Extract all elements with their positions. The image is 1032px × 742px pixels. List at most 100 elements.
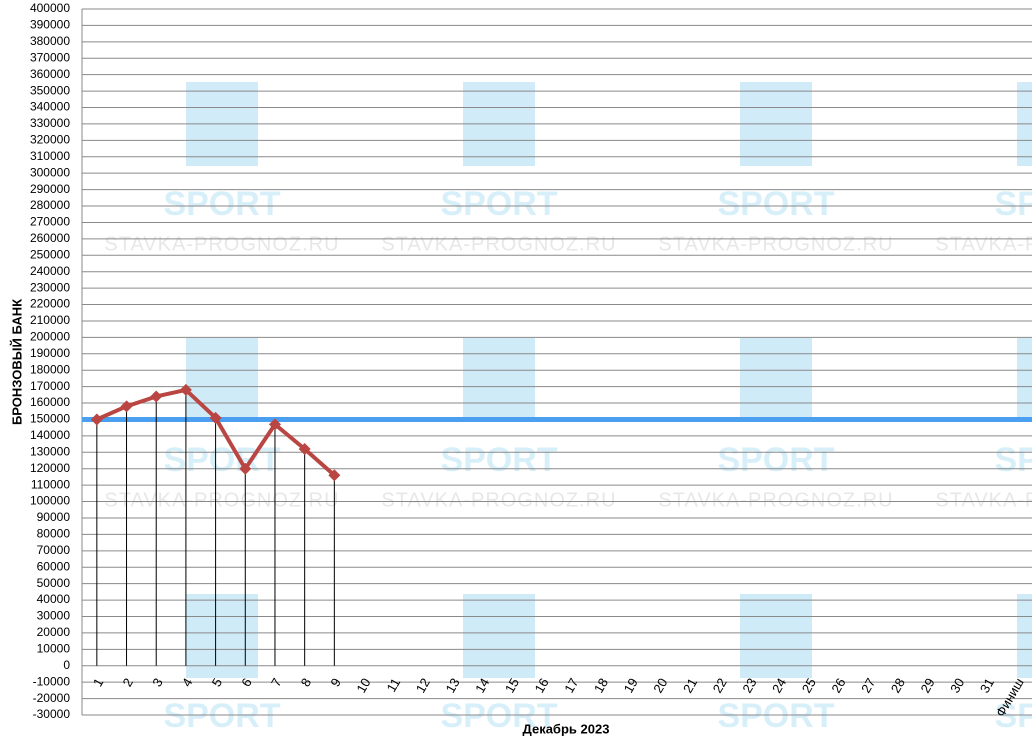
y-tick-label: 240000 [30,264,70,278]
x-tick-label: 7 [268,675,285,689]
x-tick-label: 17 [561,675,581,695]
y-tick-label: 380000 [30,34,70,48]
y-tick-label: 130000 [30,444,70,458]
y-tick-label: 10000 [37,641,71,655]
y-tick-label: 190000 [30,346,70,360]
y-tick-label: 330000 [30,116,70,130]
y-tick-label: 150000 [30,412,70,426]
watermark-logo [463,338,535,422]
x-tick-label: 29 [917,675,937,695]
x-tick-label: 8 [298,675,315,689]
x-tick-label: 2 [119,675,136,689]
x-tick-label: 27 [858,675,878,695]
point-marker [120,400,133,413]
y-tick-label: 20000 [37,625,71,639]
y-tick-label: 140000 [30,428,70,442]
point-marker [209,411,222,424]
y-tick-label: -20000 [33,691,71,705]
watermark-text: STAVKA-PROGNOZ.RU [104,233,339,255]
x-tick-label: 24 [769,675,789,695]
y-tick-label: 30000 [37,609,71,623]
y-tick-label: 340000 [30,100,70,114]
y-tick-label: 110000 [31,477,70,491]
x-tick-label: 23 [739,675,759,695]
watermark-text: SPORT [717,441,834,479]
point-marker [150,390,163,403]
y-tick-label: 400000 [30,1,70,15]
x-axis-label: Декабрь 2023 [523,721,610,736]
y-tick-label: 320000 [30,133,70,147]
y-tick-label: 360000 [30,67,70,81]
x-tick-label: 15 [502,675,522,695]
point-marker [90,413,103,426]
watermark-text: STAVKA-PROGNOZ.RU [658,233,893,255]
y-tick-label: 90000 [37,510,71,524]
y-tick-label: 260000 [30,231,70,245]
y-tick-label: 0 [63,658,70,672]
y-tick-label: 120000 [30,461,70,475]
y-tick-label: 310000 [30,149,70,163]
y-tick-label: -30000 [33,707,71,721]
x-tick-label: 16 [532,675,552,695]
watermark-text: SPORT [163,697,280,735]
watermark-text: SPORT [994,441,1032,479]
watermark-logo [186,594,258,678]
y-tick-label: 300000 [30,165,70,179]
x-tick-label: 21 [680,675,700,695]
watermark-text: SPORT [717,697,834,735]
x-tick-label: 9 [327,675,344,689]
y-tick-label: 80000 [37,527,71,541]
y-tick-label: 290000 [30,182,70,196]
x-tick-label: 31 [977,675,997,695]
point-marker [239,462,252,475]
y-tick-label: 390000 [30,18,70,32]
x-tick-label: 18 [591,675,611,695]
y-tick-label: 60000 [37,559,71,573]
y-tick-label: 350000 [30,83,70,97]
watermark-text: STAVKA-PROGNOZ.RU [935,233,1032,255]
y-tick-label: 280000 [30,198,70,212]
y-tick-label: 170000 [30,379,70,393]
y-tick-label: 50000 [37,576,71,590]
x-tick-label: 10 [353,675,373,695]
y-tick-label: 100000 [30,494,70,508]
y-tick-label: 40000 [37,592,71,606]
watermark-text: SPORT [440,441,557,479]
y-tick-label: 200000 [30,330,70,344]
y-tick-label: 250000 [30,247,70,261]
watermark-text: SPORT [440,697,557,735]
watermark-text: SPORT [440,185,557,223]
y-tick-label: -10000 [33,674,71,688]
x-tick-label: 3 [149,675,166,689]
x-tick-label: 28 [888,675,908,695]
watermark-text: SPORT [717,185,834,223]
y-tick-label: 370000 [30,50,70,64]
x-tick-label: 12 [413,675,433,695]
x-tick-label: 11 [384,675,404,694]
watermark-text: SPORT [163,185,280,223]
x-tick-label: 30 [947,675,967,695]
watermark-text: STAVKA-PROGNOZ.RU [935,489,1032,511]
watermark-text: SPORT [163,441,280,479]
x-tick-label: 1 [90,675,107,689]
watermark-text: SPORT [994,185,1032,223]
watermark-logo [1017,338,1032,422]
point-marker [328,469,341,482]
y-tick-label: 220000 [30,297,70,311]
point-marker [268,418,281,431]
y-tick-label: 160000 [30,395,70,409]
x-tick-label: 22 [710,675,730,695]
watermark-text: STAVKA-PROGNOZ.RU [658,489,893,511]
x-tick-label: 19 [621,675,641,695]
x-tick-label: 13 [442,675,462,695]
watermark-logo [463,594,535,678]
point-marker [298,443,311,456]
watermark-logo [186,338,258,422]
watermark-text: STAVKA-PROGNOZ.RU [381,233,616,255]
watermark-text: SPORT [994,697,1032,735]
x-tick-label: 14 [472,675,492,695]
watermark-text: STAVKA-PROGNOZ.RU [104,489,339,511]
y-tick-label: 230000 [30,280,70,294]
y-tick-label: 270000 [30,215,70,229]
